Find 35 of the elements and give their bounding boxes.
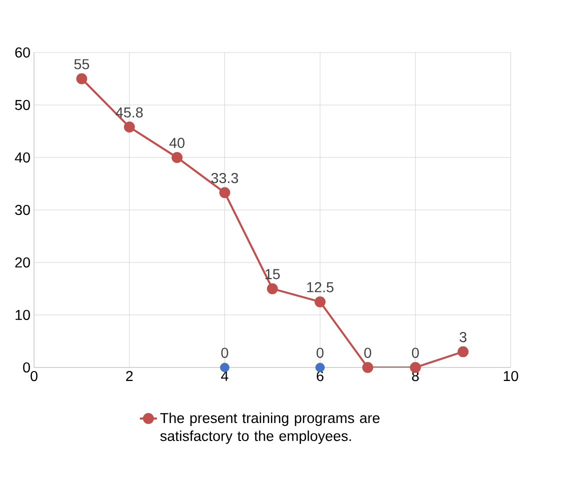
point — [410, 362, 421, 373]
data-label: 0 — [221, 348, 228, 358]
x-tick-label: 0 — [30, 370, 38, 381]
data-label: 55 — [74, 58, 90, 70]
point — [76, 73, 88, 84]
x-tick-label: 6 — [316, 370, 324, 381]
x-tick-label: 2 — [126, 370, 133, 381]
data-label: 15 — [266, 268, 280, 279]
y-tick-label: 50 — [15, 100, 30, 110]
x-tick-label: 10 — [504, 370, 518, 381]
data-label: 3 — [460, 332, 466, 342]
point — [315, 362, 325, 372]
data-label: 0 — [364, 348, 372, 358]
data-label: 33.3 — [211, 172, 238, 183]
point — [362, 362, 374, 373]
legend-label: The present training programs are satisfactory to the employees. — [160, 412, 380, 444]
y-tick-label: 60 — [15, 47, 30, 58]
y-tick-label: 20 — [15, 257, 30, 268]
point — [219, 186, 230, 198]
x-tick-label: 4 — [221, 370, 228, 381]
y-tick-label: 0 — [23, 362, 30, 372]
point — [458, 346, 469, 357]
y-tick-label: 40 — [14, 152, 30, 162]
y-tick-label: 10 — [16, 310, 30, 320]
data-label: 45.8 — [116, 107, 143, 118]
data-label: 12.5 — [307, 282, 334, 292]
point — [172, 152, 183, 163]
point — [124, 121, 135, 132]
data-label: 0 — [316, 348, 324, 358]
data-label: 40 — [169, 138, 184, 148]
y-tick-label: 30 — [15, 204, 30, 215]
data-label: 0 — [412, 348, 419, 358]
point — [314, 296, 326, 308]
point — [266, 283, 278, 294]
point — [220, 362, 230, 372]
